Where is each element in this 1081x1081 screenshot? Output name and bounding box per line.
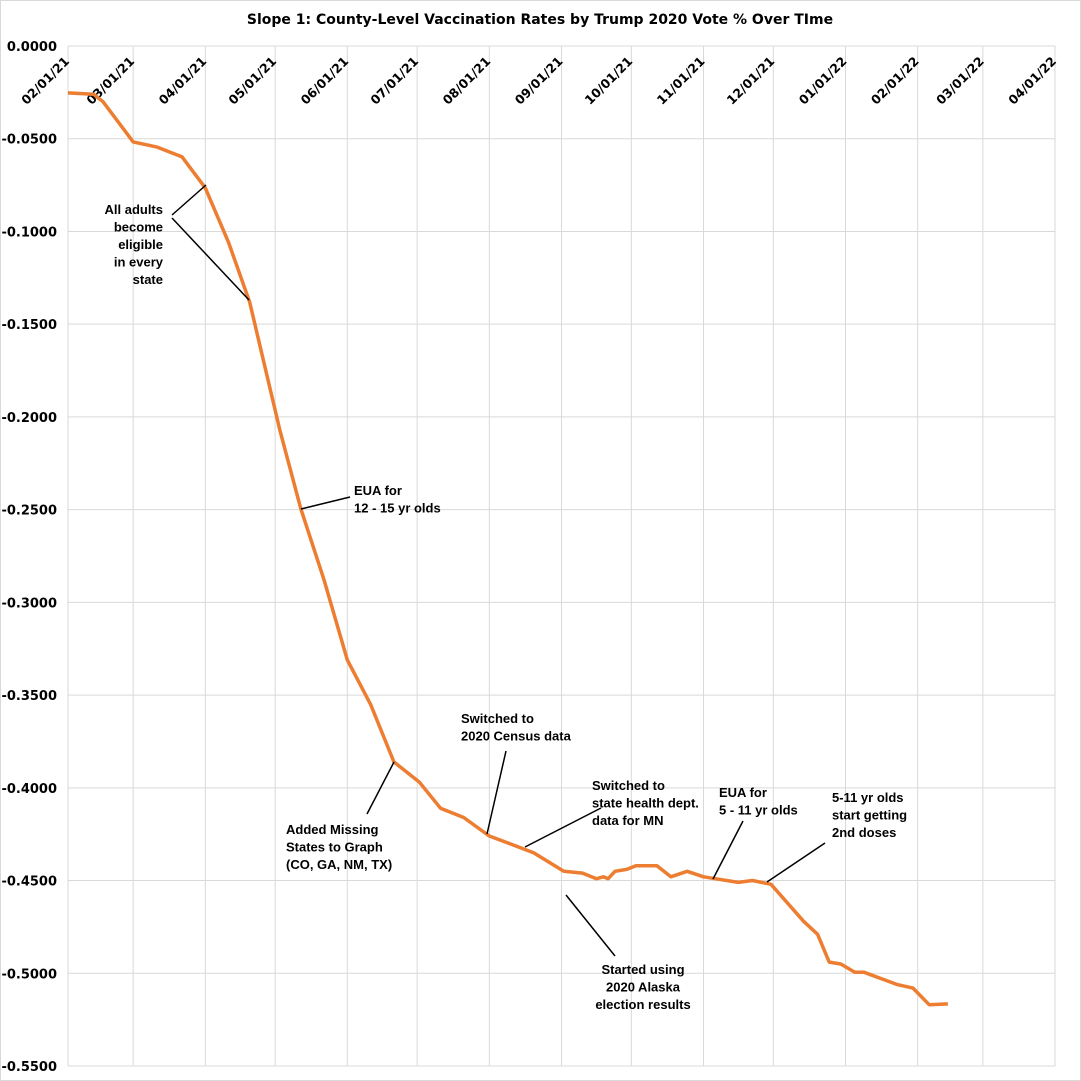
chart-title: Slope 1: County-Level Vaccination Rates … xyxy=(247,12,833,28)
annotation-text: 2020 Census data xyxy=(461,729,572,744)
annotation: All adults become eligible in every state xyxy=(104,184,250,301)
annotation-text: States to Graph xyxy=(286,840,383,855)
annotation-text: become xyxy=(114,220,163,235)
y-axis: 0.0000 -0.0500 -0.1000 -0.1500 -0.2000 -0.250… xyxy=(1,40,57,1075)
annotation-text: Started using xyxy=(601,962,684,977)
annotation-text: start getting xyxy=(832,808,907,823)
annotation-leader-line xyxy=(565,894,616,957)
annotation: Started using 2020 Alaska election results xyxy=(565,894,691,1012)
annotation-leader-line xyxy=(766,842,826,883)
annotation: Added Missing States to Graph (CO, GA, NM,… xyxy=(286,761,395,872)
annotation-text: 2020 Alaska xyxy=(606,980,681,995)
annotation: EUA for 12 - 15 yr olds xyxy=(300,483,441,516)
annotation-leader-line xyxy=(366,761,395,815)
annotation-text: Switched to xyxy=(592,778,665,793)
annotation-text: EUA for xyxy=(354,483,402,498)
annotation-leader-line xyxy=(712,820,744,880)
y-tick-label: -0.5500 xyxy=(1,1060,57,1075)
annotation-text: Switched to xyxy=(461,711,534,726)
annotation-text: in every xyxy=(114,255,164,270)
annotation-text: All adults xyxy=(104,202,163,217)
annotation-text: 12 - 15 yr olds xyxy=(354,501,441,516)
annotation: 5-11 yr olds start getting 2nd doses xyxy=(766,790,907,883)
annotations: All adults become eligible in every state EUA… xyxy=(104,184,907,1012)
grid xyxy=(67,45,1056,1067)
annotation-text: (CO, GA, NM, TX) xyxy=(286,857,392,872)
y-tick-label: -0.5000 xyxy=(1,967,57,982)
annotation: Switched to 2020 Census data xyxy=(461,711,572,835)
y-tick-label: -0.2000 xyxy=(1,411,57,426)
y-tick-label: -0.1500 xyxy=(1,318,57,333)
annotation-text: state health dept. xyxy=(592,796,699,811)
y-tick-label: -0.2500 xyxy=(1,504,57,519)
annotation-leader-line xyxy=(171,184,207,216)
y-tick-label: -0.4500 xyxy=(1,875,57,890)
y-tick-label: -0.4000 xyxy=(1,782,57,797)
annotation: EUA for 5 - 11 yr olds xyxy=(712,785,798,880)
y-tick-label: -0.3500 xyxy=(1,689,57,704)
series xyxy=(67,91,948,1007)
annotation-text: Added Missing xyxy=(286,822,379,837)
y-tick-label: -0.3000 xyxy=(1,596,57,611)
annotation-leader-line xyxy=(171,217,250,301)
y-tick-label: 0.0000 xyxy=(7,40,57,55)
annotation-text: state xyxy=(133,272,163,287)
annotation-leader-line xyxy=(524,807,602,848)
annotation-text: eligible xyxy=(118,237,163,252)
annotation-text: election results xyxy=(595,997,690,1012)
y-tick-label: -0.0500 xyxy=(1,133,57,148)
annotation-leader-line xyxy=(486,750,507,835)
series-line xyxy=(67,91,948,1007)
annotation: Switched to state health dept. data for MN xyxy=(524,778,699,848)
annotation-text: 5-11 yr olds xyxy=(832,790,904,805)
annotation-text: 2nd doses xyxy=(832,825,896,840)
annotation-text: data for MN xyxy=(592,813,664,828)
y-tick-label: -0.1000 xyxy=(1,225,57,240)
annotation-leader-line xyxy=(300,496,351,510)
annotation-text: 5 - 11 yr olds xyxy=(719,803,798,818)
annotation-text: EUA for xyxy=(719,785,767,800)
